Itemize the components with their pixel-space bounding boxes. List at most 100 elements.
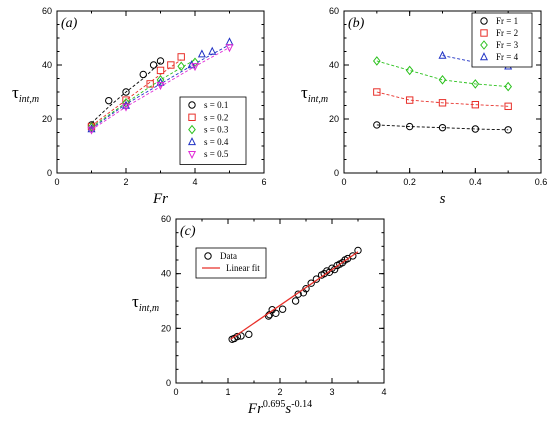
data-point-series-1 [245, 330, 253, 339]
data-point-series-2 [471, 100, 480, 109]
data-point-series-1 [302, 285, 310, 293]
panel-b: 0 0.2 0.4 0.6 0 20 40 60 (b) τint,m s Fr = 1 Fr = 2 F… [301, 6, 547, 207]
linear-fit-line [230, 251, 359, 340]
legend-label: Fr = 3 [496, 40, 519, 50]
legend-label: Fr = 2 [496, 28, 518, 38]
legend-label: s = 0.4 [204, 137, 229, 147]
data-point-series-1 [349, 252, 357, 260]
y-tick-label: 60 [161, 214, 171, 224]
legend-marker [480, 17, 488, 25]
panel-label: (b) [348, 16, 365, 31]
fit-curve-3 [376, 60, 509, 88]
y-tick-label: 40 [329, 60, 339, 70]
data-point-series-1 [149, 61, 158, 69]
legend-marker [187, 137, 197, 146]
x-tick-label: 4 [381, 387, 386, 397]
data-point-series-2 [504, 102, 512, 111]
y-axis-label: τint,m [301, 83, 328, 105]
legend-marker [480, 40, 488, 50]
x-axis-label: s [440, 191, 446, 207]
x-tick-label: 4 [192, 177, 197, 187]
y-tick-label: 20 [329, 114, 339, 124]
data-point-series-1 [373, 121, 381, 129]
data-point-series-1 [272, 309, 280, 317]
panel-label: (a) [61, 16, 78, 31]
x-tick-label: 2 [123, 177, 128, 187]
data-point-series-3 [87, 122, 96, 132]
data-point-series-1 [307, 279, 315, 287]
y-tick-label: 40 [161, 269, 171, 279]
data-point-series-2 [156, 66, 165, 75]
data-point-series-5 [156, 82, 165, 91]
y-axis-label: τint,m [12, 83, 39, 105]
data-point-series-4 [208, 46, 217, 55]
legend-label: s = 0.1 [204, 100, 228, 110]
data-point-series-2 [438, 99, 447, 107]
fit-curve-5 [91, 47, 230, 131]
y-tick-label: 20 [42, 114, 52, 124]
data-point-series-5 [87, 126, 96, 135]
x-axis-label: Fr [152, 191, 168, 207]
x-tick-label: 0.4 [469, 177, 482, 187]
x-tick-label: 0 [341, 177, 346, 187]
data-point-series-2 [373, 88, 381, 96]
data-point-series-1 [122, 88, 130, 96]
fit-curve-2 [91, 59, 182, 127]
x-tick-label: 6 [261, 177, 266, 187]
x-tick-label: 1 [225, 387, 230, 397]
data-point-series-2 [405, 96, 414, 104]
data-point-series-1 [294, 290, 302, 298]
data-point-series-1 [471, 125, 480, 133]
fit-curve-4 [91, 44, 230, 129]
y-tick-label: 20 [161, 323, 171, 333]
y-tick-label: 60 [42, 6, 52, 16]
fit-curve-3 [91, 59, 196, 128]
legend-label: s = 0.3 [204, 125, 229, 135]
data-point-series-2 [167, 61, 175, 69]
data-point-series-1 [291, 297, 300, 305]
data-point-series-3 [177, 61, 186, 72]
legend-marker [479, 52, 489, 61]
fit-curve-2 [376, 91, 509, 107]
x-tick-label: 0 [54, 177, 59, 187]
data-point-series-4 [187, 60, 196, 69]
data-point-series-2 [177, 53, 185, 61]
y-axis-label: τint,m [132, 292, 159, 314]
data-point-series-5 [190, 63, 200, 72]
data-point-series-3 [471, 79, 480, 89]
legend-label: Fr = 4 [496, 52, 519, 62]
data-point-series-1 [278, 305, 287, 313]
fit-curve-1 [91, 61, 161, 124]
data-point-series-5 [225, 44, 234, 53]
data-point-series-1 [438, 123, 447, 132]
legend-marker [188, 101, 196, 109]
data-point-series-3 [504, 81, 513, 92]
legend-label: s = 0.2 [204, 112, 228, 122]
data-point-series-1 [405, 122, 414, 131]
legend-label: Fr = 1 [496, 16, 518, 26]
data-point-series-1 [156, 57, 165, 65]
legend-label: Data [220, 251, 237, 261]
panel-c: 0 1 2 3 40204060(c)τint,mFr0.695s-0.14DataLi… [132, 214, 387, 417]
x-tick-label: 0.6 [535, 177, 548, 187]
data-point-series-1 [354, 246, 362, 255]
data-point-series-1 [312, 275, 321, 283]
data-point-series-1 [105, 96, 113, 105]
data-point-series-4 [121, 100, 131, 109]
fit-curve-1 [376, 124, 509, 131]
data-point-series-4 [438, 50, 447, 59]
legend-label: s = 0.5 [204, 149, 229, 159]
data-point-series-3 [438, 75, 447, 85]
legend-marker [188, 113, 196, 121]
data-point-series-3 [405, 65, 414, 76]
data-point-series-1 [504, 126, 512, 134]
legend-marker [187, 151, 197, 160]
x-tick-label: 0.2 [403, 177, 416, 187]
data-point-series-4 [197, 49, 206, 58]
legend-marker [204, 252, 212, 260]
plot-frame [175, 218, 385, 384]
data-point-series-1 [139, 70, 147, 79]
panel-label: (c) [180, 224, 196, 239]
